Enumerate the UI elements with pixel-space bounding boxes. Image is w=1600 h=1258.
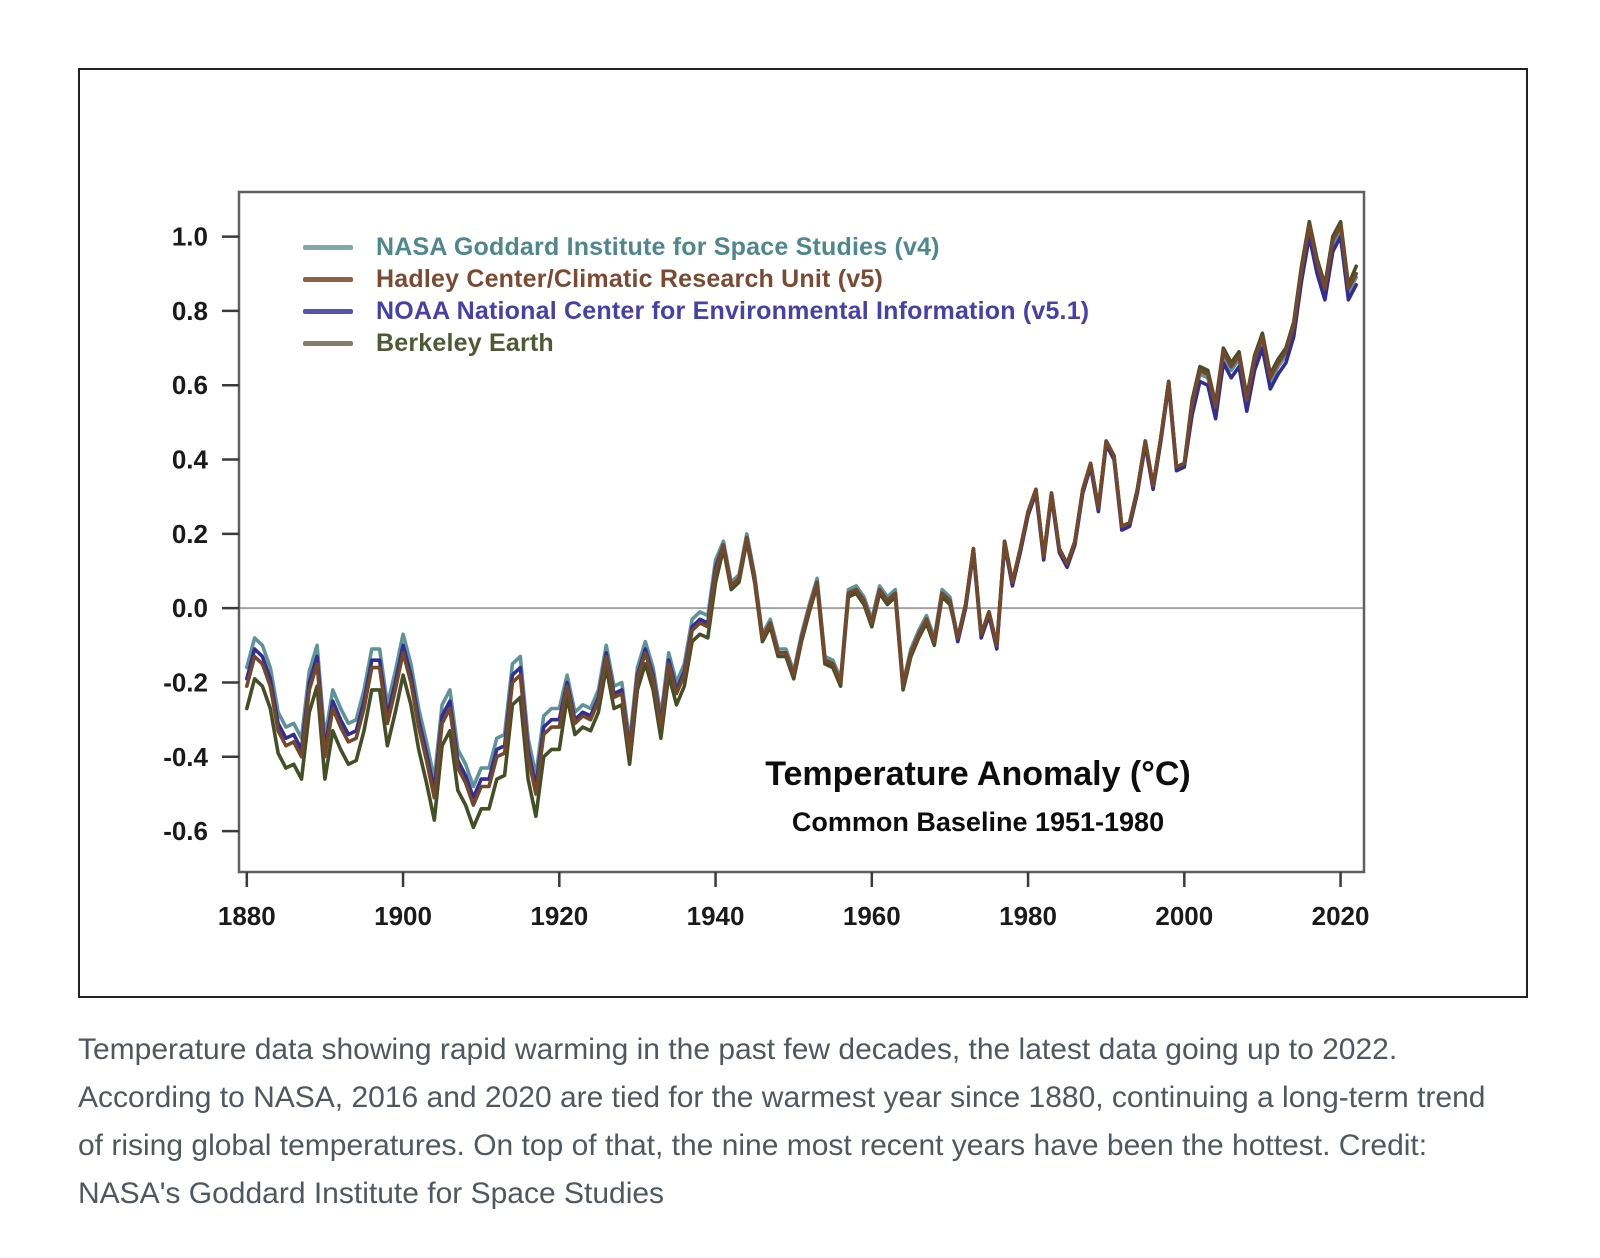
legend-label: NASA Goddard Institute for Space Studies… xyxy=(376,232,940,261)
y-tick-label: 1.0 xyxy=(172,222,208,252)
x-tick-label: 2000 xyxy=(1155,901,1213,931)
legend-label: Hadley Center/Climatic Research Unit (v5… xyxy=(376,264,883,293)
x-tick-label: 1880 xyxy=(218,901,276,931)
x-tick-label: 1960 xyxy=(843,901,901,931)
legend-line-swatch xyxy=(303,308,353,314)
climate-figure: -0.6 -0.4 -0.2 0.0 0.2 0.4 0.6 0.8 1.0 1880 1900 19… xyxy=(78,68,1528,998)
legend-item-noaa-ncei: NOAA National Center for Environmental I… xyxy=(303,295,1089,327)
x-tick-label: 1980 xyxy=(999,901,1057,931)
legend-label: NOAA National Center for Environmental I… xyxy=(376,296,1090,325)
x-tick-label: 1940 xyxy=(687,901,745,931)
y-tick-label: 0.8 xyxy=(172,296,208,326)
legend-line-swatch xyxy=(303,244,353,250)
plot-frame xyxy=(237,190,1366,874)
series-line xyxy=(245,223,1358,807)
y-tick-label: -0.2 xyxy=(163,667,208,697)
legend-item-berkeley-earth: Berkeley Earth xyxy=(303,327,1089,359)
chart-legend: NASA Goddard Institute for Space Studies… xyxy=(303,231,1089,359)
y-tick-label: 0.6 xyxy=(172,370,208,400)
y-tick-label: -0.4 xyxy=(163,742,208,772)
figure-caption: Temperature data showing rapid warming i… xyxy=(78,1033,1486,1210)
y-tick-label: 0.2 xyxy=(172,519,208,549)
y-tick-label: 0.0 xyxy=(172,593,208,623)
plot-svg: -0.6 -0.4 -0.2 0.0 0.2 0.4 0.6 0.8 1.0 1880 1900 19… xyxy=(163,190,1369,931)
x-tick-label: 1920 xyxy=(530,901,588,931)
x-tick-label: 2020 xyxy=(1312,901,1370,931)
legend-item-hadley-cru: Hadley Center/Climatic Research Unit (v5… xyxy=(303,263,1089,295)
legend-line-swatch xyxy=(303,340,353,346)
chart-subtitle: Common Baseline 1951-1980 xyxy=(791,807,1165,837)
y-tick-label: -0.6 xyxy=(163,816,208,846)
legend-label: Berkeley Earth xyxy=(376,328,554,357)
legend-item-nasa-giss: NASA Goddard Institute for Space Studies… xyxy=(303,231,1089,263)
legend-line-swatch xyxy=(303,276,353,282)
chart-title: Temperature Anomaly (°C) xyxy=(765,755,1191,793)
x-tick-label: 1900 xyxy=(374,901,432,931)
y-tick-label: 0.4 xyxy=(172,445,209,475)
